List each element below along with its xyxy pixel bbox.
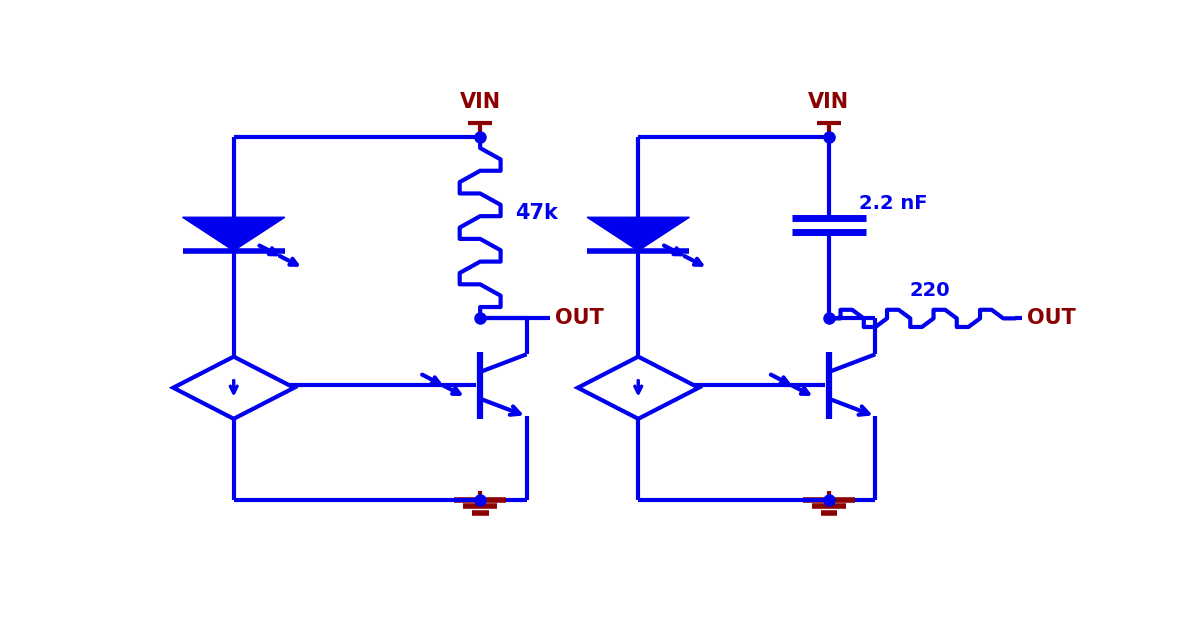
Text: 47k: 47k (516, 203, 558, 223)
Text: OUT: OUT (554, 309, 604, 329)
Polygon shape (173, 356, 294, 419)
Polygon shape (587, 217, 690, 251)
Text: VIN: VIN (809, 92, 850, 112)
Polygon shape (578, 356, 698, 419)
Text: 2.2 nF: 2.2 nF (859, 194, 928, 213)
Text: VIN: VIN (460, 92, 500, 112)
Text: OUT: OUT (1027, 309, 1075, 329)
Polygon shape (182, 217, 284, 251)
Text: 220: 220 (910, 281, 949, 300)
